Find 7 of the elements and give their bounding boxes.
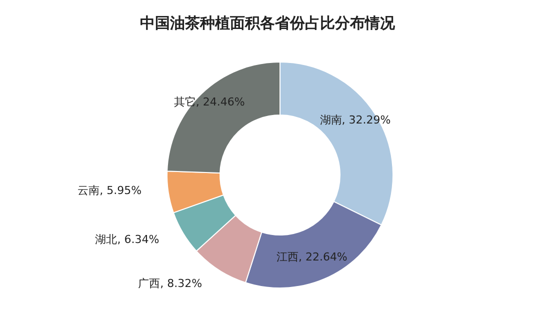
slice-label: 湖北, 6.34% bbox=[95, 232, 160, 246]
slice-label: 云南, 5.95% bbox=[78, 184, 142, 198]
slice-label: 广西, 8.32% bbox=[138, 277, 202, 290]
slice-label: 湖南, 32.29% bbox=[320, 114, 391, 127]
slice-label: 江西, 22.64% bbox=[276, 250, 348, 264]
chart-title: 中国油茶种植面积各省份占比分布情况 bbox=[139, 14, 396, 33]
slice-label: 其它, 24.46% bbox=[174, 96, 245, 109]
